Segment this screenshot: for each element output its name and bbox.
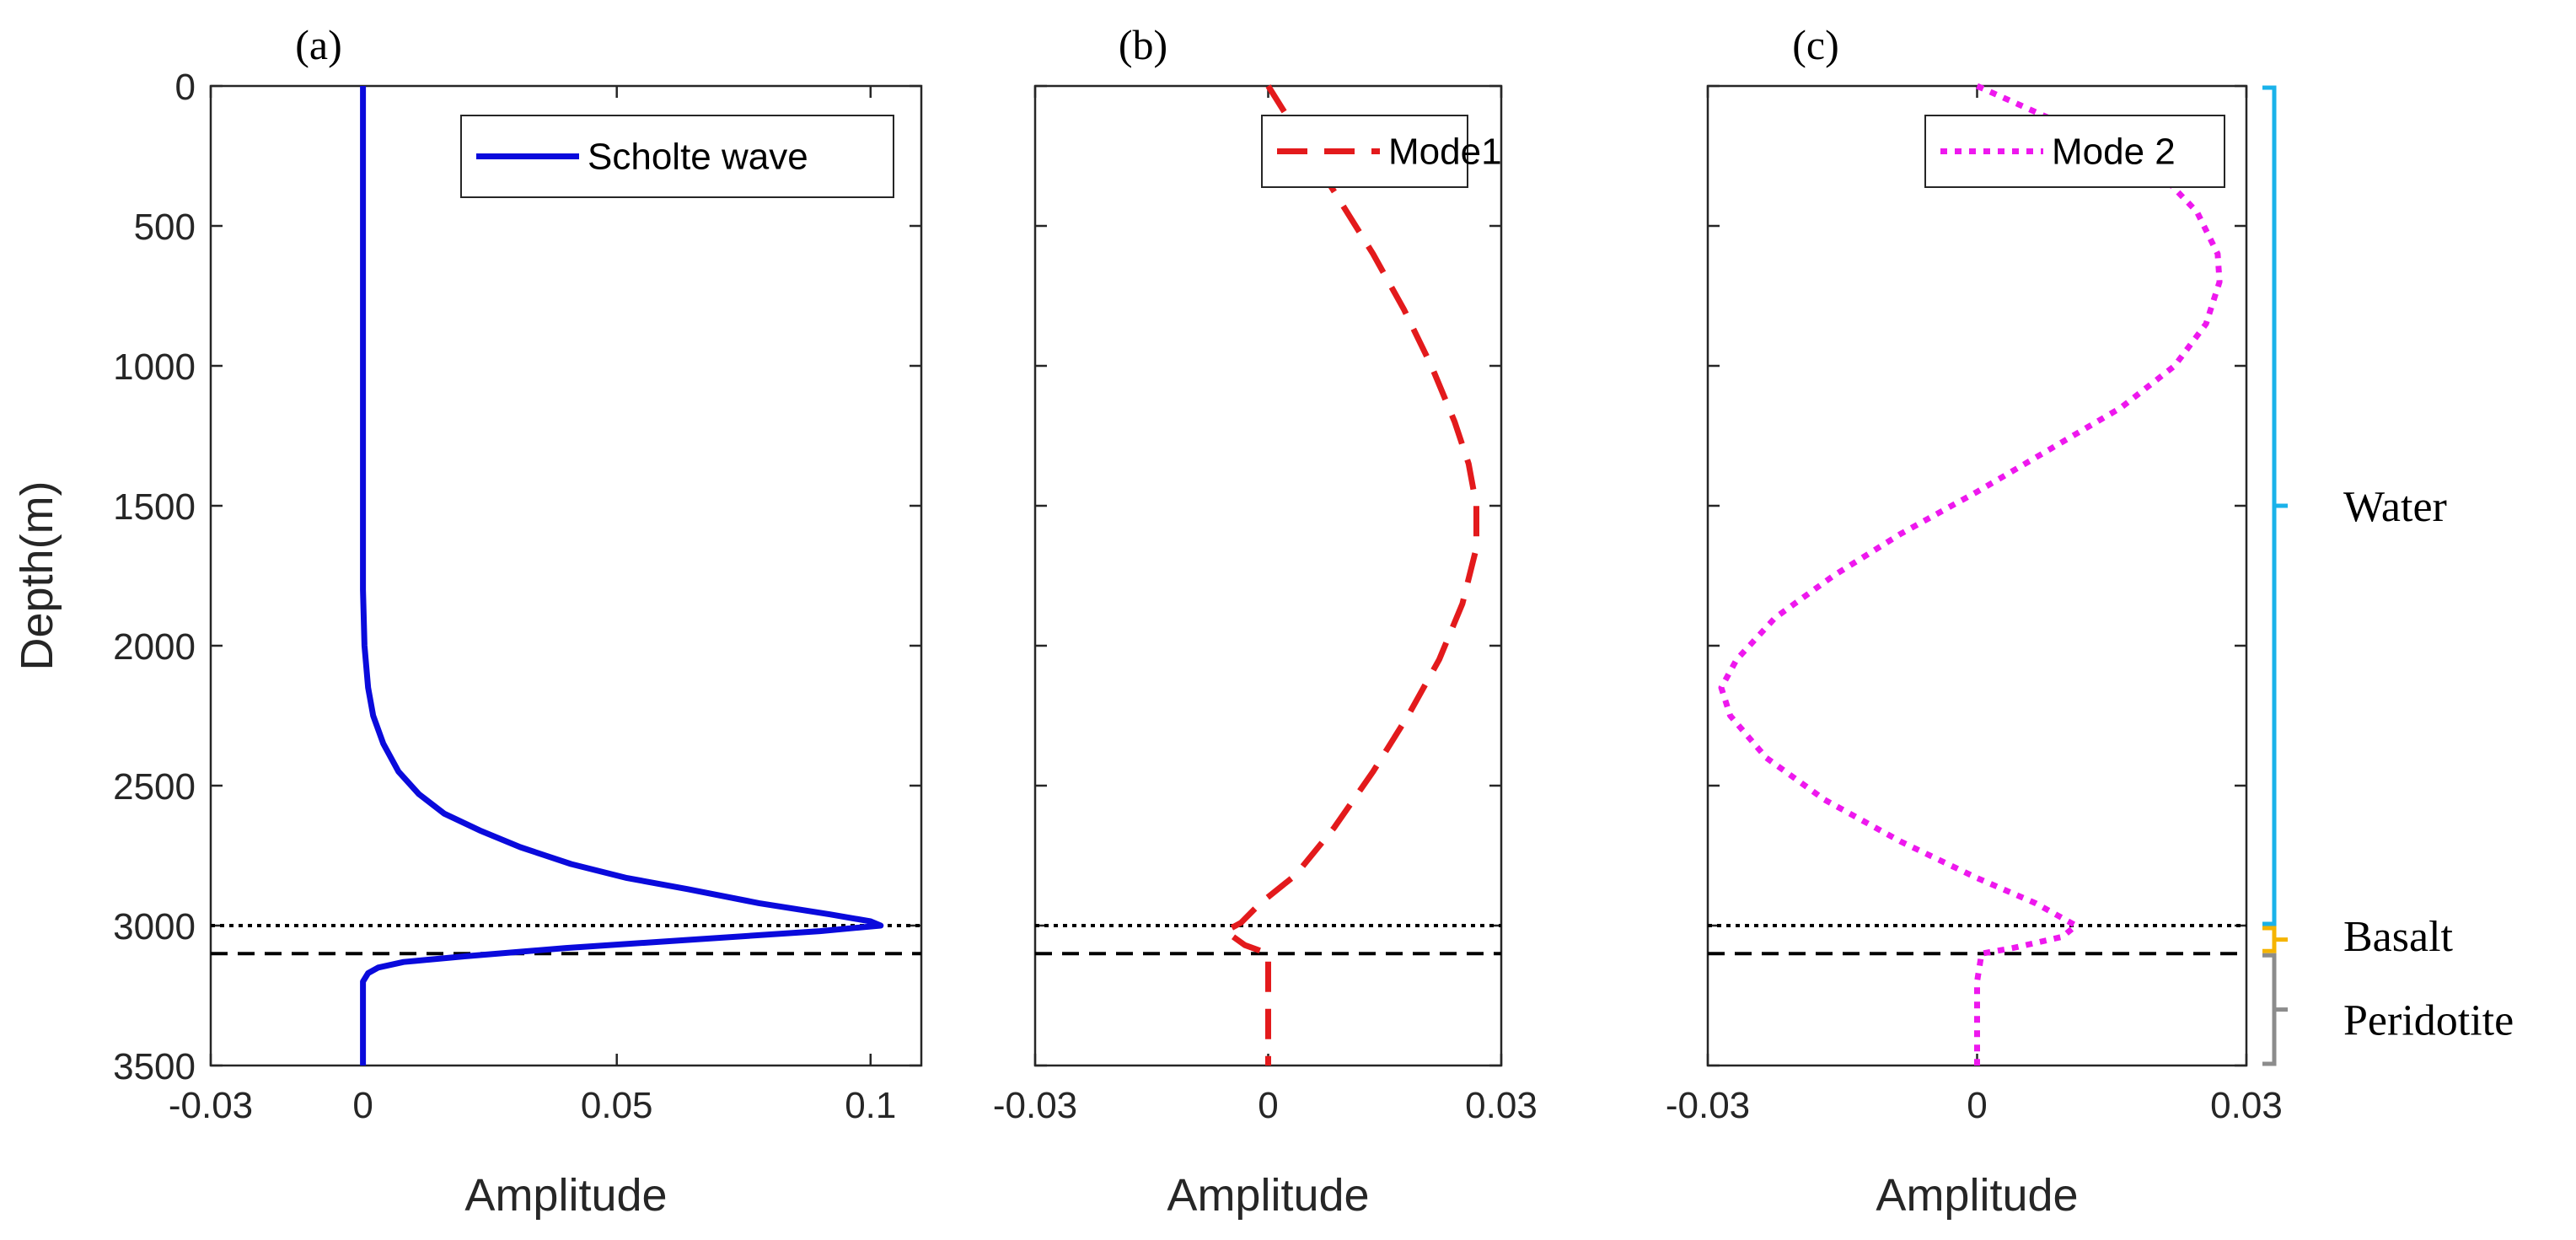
layer-bracket-basalt: Basalt [2262, 913, 2454, 961]
x-tick-label: 0 [1967, 1085, 1987, 1126]
bracket-shape [2262, 953, 2288, 1066]
y-tick-label: 2500 [113, 766, 196, 808]
layer-label: Water [2343, 483, 2447, 531]
axes-box [1033, 84, 1503, 1067]
layer-label: Peridotite [2343, 997, 2514, 1045]
layer-bracket-peridotite: Peridotite [2262, 953, 2514, 1066]
series-line-mode-2 [1718, 83, 2223, 1066]
layer-label: Basalt [2343, 913, 2454, 961]
bracket-shape [2262, 926, 2288, 953]
x-axis-label: Amplitude [464, 1170, 667, 1221]
y-tick-label: 2000 [113, 626, 196, 668]
y-axis-label: Depth(m) [12, 480, 62, 670]
x-tick-label: 0.03 [2210, 1085, 2283, 1126]
x-tick-label: -0.03 [1666, 1085, 1750, 1126]
legend-label: Scholte wave [588, 137, 808, 178]
axes-box [1706, 84, 2248, 1067]
y-tick-label: 500 [134, 207, 196, 248]
y-tick-label: 0 [175, 67, 196, 108]
legend-label: Mode1 [1388, 132, 1502, 173]
panel-label: (c) [1792, 21, 1839, 68]
x-tick-label: 0 [352, 1085, 373, 1126]
legend-label: Mode 2 [2052, 132, 2176, 173]
panel-c: -0.03 0 0.03 Amplitude (c) Mode 2 Water Basalt P… [1666, 21, 2514, 1221]
x-axis-label: Amplitude [1167, 1170, 1369, 1221]
x-tick-label: -0.03 [993, 1085, 1077, 1126]
y-tick-label: 1500 [113, 486, 196, 528]
bracket-shape [2262, 85, 2288, 926]
x-axis-label: Amplitude [1876, 1170, 2078, 1221]
layer-bracket-water: Water [2262, 85, 2447, 926]
series-line-mode1 [1222, 84, 1479, 1066]
series-line-scholte-wave [360, 86, 884, 1066]
x-tick-label: 0.03 [1465, 1085, 1538, 1126]
axes-box [209, 84, 923, 1067]
x-tick-label: -0.03 [169, 1085, 253, 1126]
panel-a: -0.03 0 0.05 0.1 0 500 1000 1500 2000 2500 3000 350… [12, 21, 923, 1221]
panel-label: (a) [295, 21, 342, 68]
legend: Mode 2 [1924, 115, 2225, 188]
legend: Mode1 [1261, 115, 1502, 188]
legend: Scholte wave [460, 115, 894, 198]
x-tick-label: 0 [1258, 1085, 1278, 1126]
y-tick-label: 3500 [113, 1046, 196, 1087]
y-tick-label: 3000 [113, 906, 196, 947]
panel-label: (b) [1119, 21, 1167, 68]
x-tick-label: 0.1 [845, 1085, 896, 1126]
panel-b: -0.03 0 0.03 Amplitude (b) Mode1 [993, 21, 1538, 1221]
y-tick-label: 1000 [113, 346, 196, 388]
x-tick-label: 0.05 [581, 1085, 653, 1126]
